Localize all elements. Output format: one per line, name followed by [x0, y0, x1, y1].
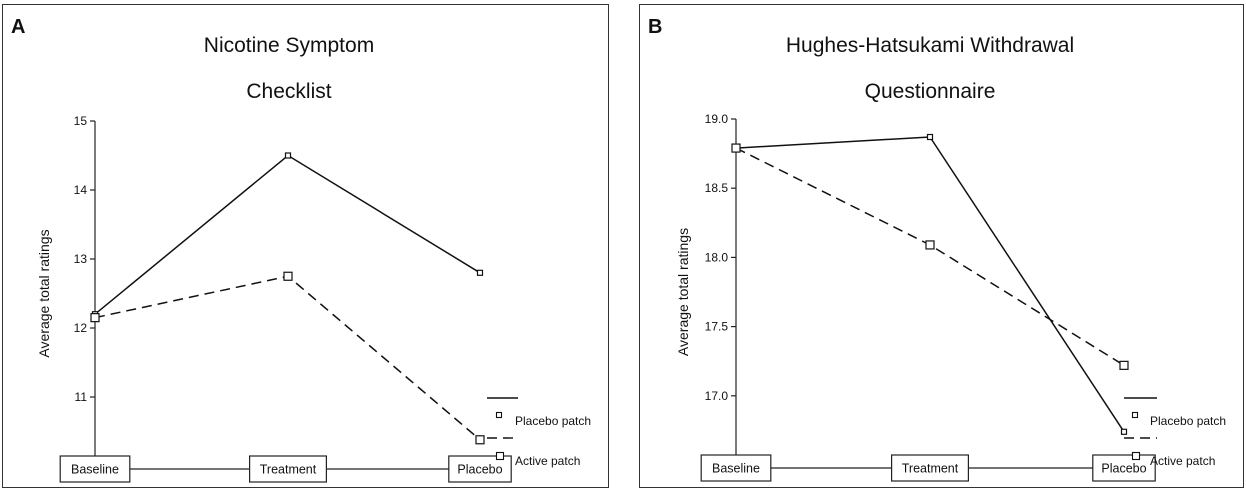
chart-title-line: Nicotine Symptom	[204, 34, 374, 57]
panel-letter: A	[11, 16, 25, 38]
legend-label-placebo-patch: Placebo patch	[1150, 414, 1226, 428]
legend-marker-placebo-patch	[495, 411, 503, 419]
legend-label-placebo-patch: Placebo patch	[515, 414, 591, 428]
chart-title-line: Questionnaire	[865, 80, 996, 103]
series-line-active-patch	[735, 147, 1125, 366]
panel-letter: B	[648, 16, 662, 38]
y-tick-label: 18.0	[705, 250, 729, 264]
data-point-active-patch	[283, 271, 293, 281]
legend-marker-active-patch	[495, 451, 505, 461]
chart-title-line: Hughes-Hatsukami Withdrawal	[786, 34, 1074, 57]
series-line-active-patch	[94, 275, 481, 441]
y-tick-label: 17.0	[705, 389, 729, 403]
data-point-placebo-patch	[284, 152, 292, 159]
chart-title-line: Checklist	[246, 80, 331, 103]
category-box	[891, 454, 970, 482]
data-point-active-patch	[90, 313, 100, 323]
y-tick-label: 18.5	[705, 181, 729, 195]
y-tick-label: 12	[74, 321, 88, 335]
category-label: Treatment	[260, 463, 317, 477]
y-axis-label: Average total ratings	[675, 228, 691, 356]
data-point-placebo-patch	[926, 133, 934, 141]
category-box	[700, 454, 772, 482]
legend-marker-placebo-patch	[1131, 411, 1139, 419]
nicotine-symptom-chart: A Nicotine Symptom Checklist Average total …	[11, 16, 591, 483]
data-point-placebo-patch	[476, 269, 484, 276]
legend-marker-active-patch	[1131, 451, 1141, 461]
category-label: Baseline	[712, 462, 760, 476]
y-tick-label: 14	[74, 183, 88, 197]
category-box	[59, 455, 131, 483]
series-line-placebo-patch	[94, 154, 481, 315]
y-axis-label: Average total ratings	[36, 229, 52, 357]
data-point-active-patch	[1119, 360, 1129, 370]
category-box	[448, 455, 512, 483]
withdrawal-questionnaire-chart: B Hughes-Hatsukami Withdrawal Questionnair…	[648, 16, 1226, 482]
y-tick-label: 15	[74, 114, 88, 128]
y-tick-label: 13	[74, 252, 88, 266]
legend-label-active-patch: Active patch	[515, 454, 580, 468]
category-label: Placebo	[1101, 462, 1146, 476]
data-point-active-patch	[925, 240, 935, 250]
data-point-active-patch	[731, 143, 741, 153]
category-box	[249, 455, 328, 483]
category-label: Baseline	[71, 463, 119, 477]
category-label: Placebo	[457, 463, 502, 477]
panel-b: B Hughes-Hatsukami Withdrawal Questionnair…	[639, 4, 1244, 488]
y-tick-label: 11	[75, 390, 88, 404]
category-label: Treatment	[902, 462, 959, 476]
panel-a: A Nicotine Symptom Checklist Average total …	[2, 4, 609, 488]
data-point-placebo-patch	[1120, 428, 1128, 435]
data-point-active-patch	[475, 435, 485, 445]
series-line-placebo-patch	[735, 136, 1125, 433]
legend-label-active-patch: Active patch	[1150, 454, 1215, 468]
category-box	[1092, 454, 1156, 482]
y-tick-label: 17.5	[705, 320, 729, 334]
y-tick-label: 19.0	[705, 112, 729, 126]
